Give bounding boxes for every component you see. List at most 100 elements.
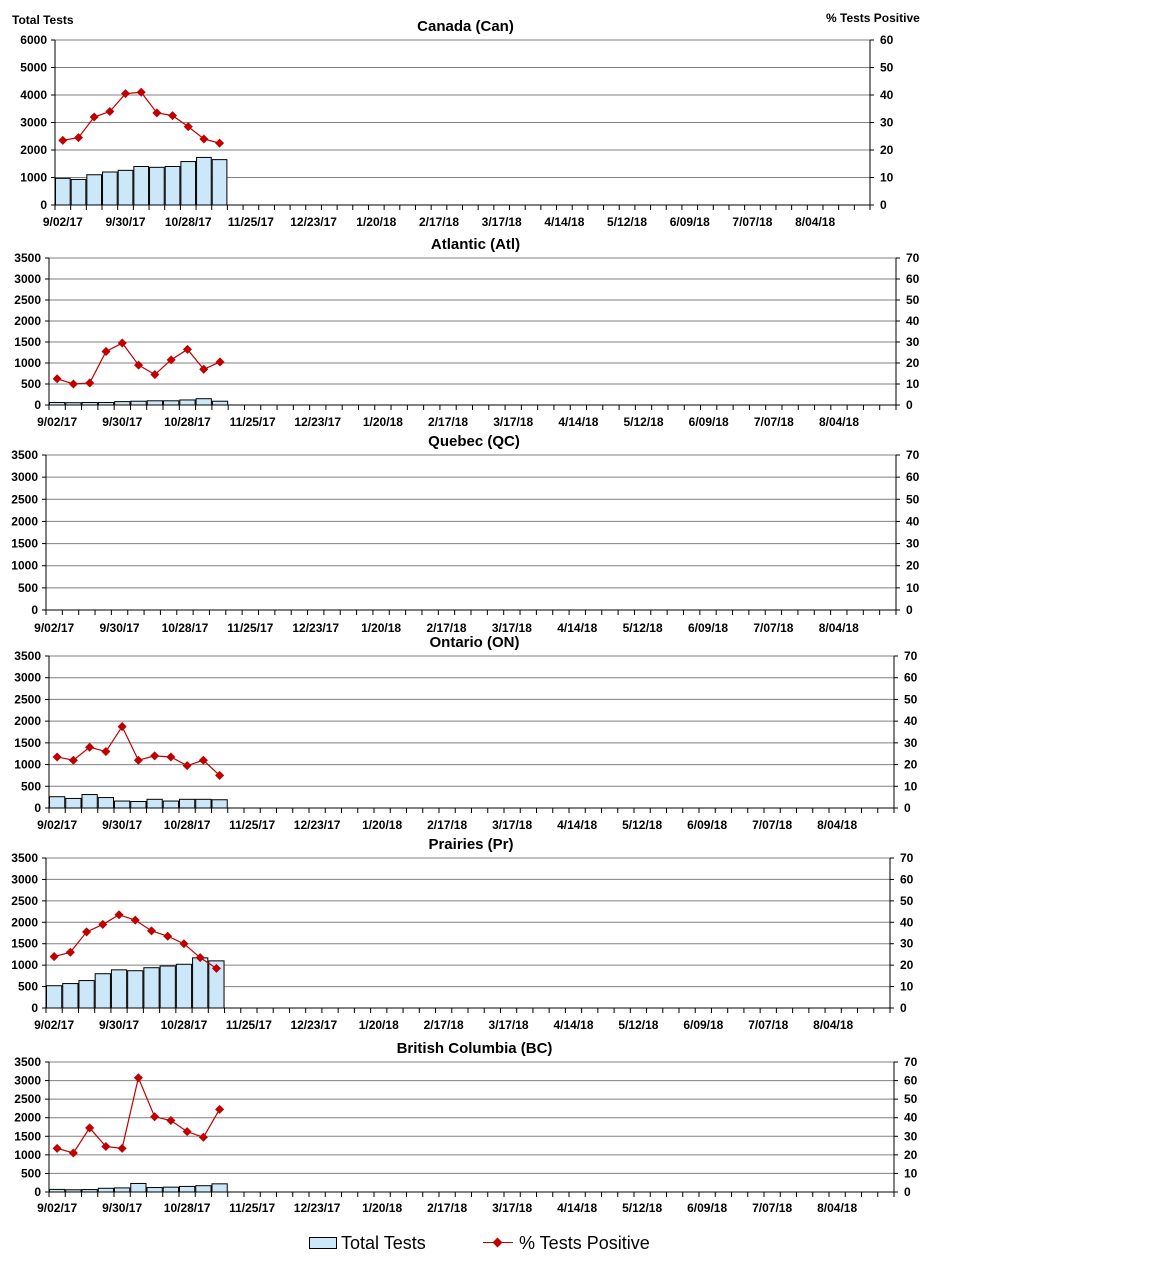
x-tick-label: 9/02/17 bbox=[34, 621, 74, 635]
chart-panel: 0 500 1000 1500 2000 2500 3000 3500 0 10 20 30 40 50 6… bbox=[11, 836, 913, 1032]
bar-total-tests bbox=[97, 797, 114, 809]
bar-total-tests bbox=[62, 983, 79, 1009]
y-tick-label-right: 60 bbox=[904, 1074, 918, 1088]
bar-total-tests bbox=[211, 799, 228, 809]
x-tick-label: 9/02/17 bbox=[37, 1201, 77, 1215]
bar-total-tests bbox=[130, 1182, 147, 1193]
y-tick-label-left: 3000 bbox=[11, 470, 38, 484]
point-pct-positive bbox=[114, 910, 124, 920]
point-pct-positive bbox=[85, 378, 95, 388]
x-tick-label: 5/12/18 bbox=[607, 215, 647, 229]
y-tick-label-left: 2000 bbox=[14, 1111, 41, 1125]
y-tick-label-left: 6000 bbox=[20, 33, 47, 47]
x-tick-label: 9/30/17 bbox=[106, 215, 146, 229]
y-tick-label-left: 3500 bbox=[14, 251, 41, 265]
x-tick-label: 3/17/18 bbox=[489, 1018, 529, 1032]
x-tick-label: 12/23/17 bbox=[292, 621, 339, 635]
y-axis-title-left: Total Tests bbox=[12, 13, 74, 27]
y-axis-title-right: % Tests Positive bbox=[826, 11, 920, 25]
y-tick-label-left: 1500 bbox=[11, 937, 38, 951]
bar-total-tests bbox=[180, 161, 197, 206]
x-tick-label: 3/17/18 bbox=[492, 818, 532, 832]
point-pct-positive bbox=[117, 722, 127, 732]
x-tick-label: 10/28/17 bbox=[164, 1201, 211, 1215]
y-tick-label-left: 1500 bbox=[14, 736, 41, 750]
bar-total-tests bbox=[86, 174, 103, 206]
y-tick-label-right: 50 bbox=[904, 692, 918, 706]
y-tick-label-left: 2000 bbox=[11, 915, 38, 929]
point-pct-positive bbox=[89, 112, 99, 122]
bar-total-tests bbox=[195, 398, 212, 406]
y-tick-label-right: 10 bbox=[880, 171, 894, 185]
x-tick-label: 8/04/18 bbox=[817, 1201, 857, 1215]
legend-bar-label: Total Tests bbox=[341, 1232, 426, 1253]
x-tick-label: 11/25/17 bbox=[228, 215, 274, 229]
bar-total-tests bbox=[143, 967, 160, 1009]
point-pct-positive bbox=[68, 1148, 78, 1158]
legend-bar-swatch bbox=[309, 1237, 337, 1249]
bar-total-tests bbox=[146, 798, 163, 809]
y-tick-label-left: 3000 bbox=[14, 1074, 41, 1088]
x-tick-label: 1/20/18 bbox=[363, 415, 403, 429]
chart-title: Canada (Can) bbox=[417, 18, 514, 35]
point-pct-positive bbox=[101, 747, 111, 757]
bar-total-tests bbox=[102, 171, 118, 206]
x-tick-label: 10/28/17 bbox=[162, 621, 209, 635]
x-tick-label: 12/23/17 bbox=[294, 415, 341, 429]
x-tick-label: 11/25/17 bbox=[226, 1018, 272, 1032]
bar-total-tests bbox=[114, 1187, 131, 1193]
x-tick-label: 6/09/18 bbox=[687, 818, 727, 832]
y-tick-label-right: 10 bbox=[904, 779, 918, 793]
point-pct-positive bbox=[121, 89, 131, 99]
y-tick-label-left: 500 bbox=[18, 581, 38, 595]
x-tick-label: 4/14/18 bbox=[557, 621, 597, 635]
x-tick-label: 12/23/17 bbox=[294, 1201, 341, 1215]
x-tick-label: 9/02/17 bbox=[34, 1018, 74, 1032]
bar-total-tests bbox=[127, 970, 144, 1009]
point-pct-positive bbox=[199, 364, 209, 374]
point-pct-positive bbox=[163, 931, 173, 941]
y-tick-label-right: 30 bbox=[906, 335, 920, 349]
chart-panel: 0 1000 2000 3000 4000 5000 6000 0 10 20 30 40 50 60 9/… bbox=[12, 11, 920, 229]
bar-total-tests bbox=[130, 800, 147, 809]
y-tick-label-right: 70 bbox=[904, 1055, 918, 1069]
y-tick-label-right: 40 bbox=[904, 1111, 918, 1125]
x-tick-label: 1/20/18 bbox=[362, 818, 402, 832]
point-pct-positive bbox=[133, 755, 143, 765]
y-tick-label-right: 20 bbox=[904, 1148, 918, 1162]
bar-total-tests bbox=[196, 156, 212, 206]
y-tick-label-right: 50 bbox=[906, 293, 920, 307]
x-tick-label: 12/23/17 bbox=[290, 215, 337, 229]
x-tick-label: 6/09/18 bbox=[688, 621, 728, 635]
y-tick-label-right: 20 bbox=[880, 143, 894, 157]
point-pct-positive bbox=[182, 344, 192, 354]
y-tick-label-left: 2500 bbox=[11, 492, 38, 506]
y-tick-label-right: 0 bbox=[906, 603, 913, 617]
point-pct-positive bbox=[52, 752, 62, 762]
y-tick-label-left: 2500 bbox=[14, 1092, 41, 1106]
y-tick-label-right: 30 bbox=[906, 537, 920, 551]
y-tick-label-left: 1000 bbox=[11, 559, 38, 573]
bar-total-tests bbox=[195, 798, 212, 809]
y-tick-label-left: 1000 bbox=[11, 958, 38, 972]
x-tick-label: 9/30/17 bbox=[102, 818, 142, 832]
x-tick-label: 1/20/18 bbox=[361, 621, 401, 635]
x-tick-label: 12/23/17 bbox=[290, 1018, 337, 1032]
bar-total-tests bbox=[179, 1185, 196, 1193]
bar-total-tests bbox=[49, 1188, 66, 1193]
x-tick-label: 8/04/18 bbox=[813, 1018, 853, 1032]
bar-total-tests bbox=[149, 166, 165, 206]
x-tick-label: 6/09/18 bbox=[683, 1018, 723, 1032]
bar-total-tests bbox=[49, 796, 66, 809]
y-tick-label-right: 20 bbox=[904, 758, 918, 772]
legend-line-marker bbox=[483, 1237, 513, 1249]
y-tick-label-right: 10 bbox=[900, 980, 914, 994]
point-pct-positive bbox=[215, 1104, 225, 1114]
chart-title: Ontario (ON) bbox=[430, 634, 520, 651]
x-tick-label: 4/14/18 bbox=[544, 215, 584, 229]
bar-total-tests bbox=[162, 1186, 179, 1193]
y-tick-label-right: 70 bbox=[900, 851, 914, 865]
point-pct-positive bbox=[73, 133, 84, 143]
x-tick-label: 9/30/17 bbox=[100, 621, 140, 635]
y-tick-label-left: 3000 bbox=[20, 116, 47, 130]
